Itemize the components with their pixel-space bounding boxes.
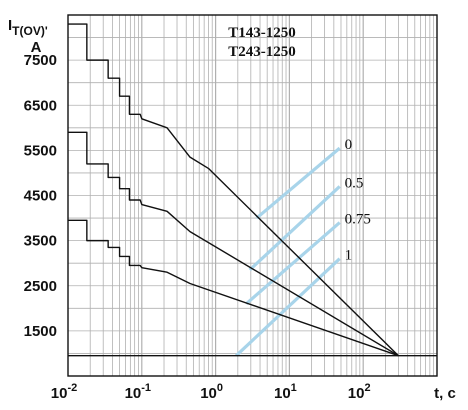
y-axis-label-sub: T(OV)' [12, 24, 48, 38]
tick-labels: 1500 2500 3500 4500 5500 6500 7500 10-2 10-1 100 1… [24, 52, 371, 402]
y-tick-label: 2500 [24, 278, 57, 295]
x-tick-label: 10-2 [51, 382, 77, 402]
x-tick-label: 10-1 [125, 382, 151, 402]
family-line-4 [236, 259, 340, 356]
plot-area: 0 0.5 0.75 1 [68, 24, 437, 356]
series-line-2 [68, 132, 398, 355]
family-line-label-2: 0.5 [345, 175, 364, 191]
family-line-2 [250, 186, 340, 269]
family-line-label-3: 0.75 [345, 212, 371, 228]
y-tick-label: 1500 [24, 323, 57, 340]
family-line-1 [257, 148, 340, 218]
family-line-label-1: 0 [345, 137, 353, 153]
y-tick-label: 3500 [24, 233, 57, 250]
family-line-label-4: 1 [345, 248, 353, 264]
y-tick-label: 6500 [24, 97, 57, 114]
x-tick-label: 100 [200, 382, 223, 402]
y-tick-label: 4500 [24, 188, 57, 205]
grid [68, 15, 437, 376]
y-tick-label: 5500 [24, 142, 57, 159]
chart-title-line-2: T243-1250 [228, 44, 296, 60]
y-tick-label: 7500 [24, 52, 57, 69]
x-axis-label: t, c [434, 385, 456, 402]
x-tick-label: 101 [274, 382, 297, 402]
y-axis-label: IT(OV)' [8, 17, 48, 38]
chart-title-line-1: T143-1250 [228, 25, 296, 41]
x-tick-label: 102 [348, 382, 371, 402]
